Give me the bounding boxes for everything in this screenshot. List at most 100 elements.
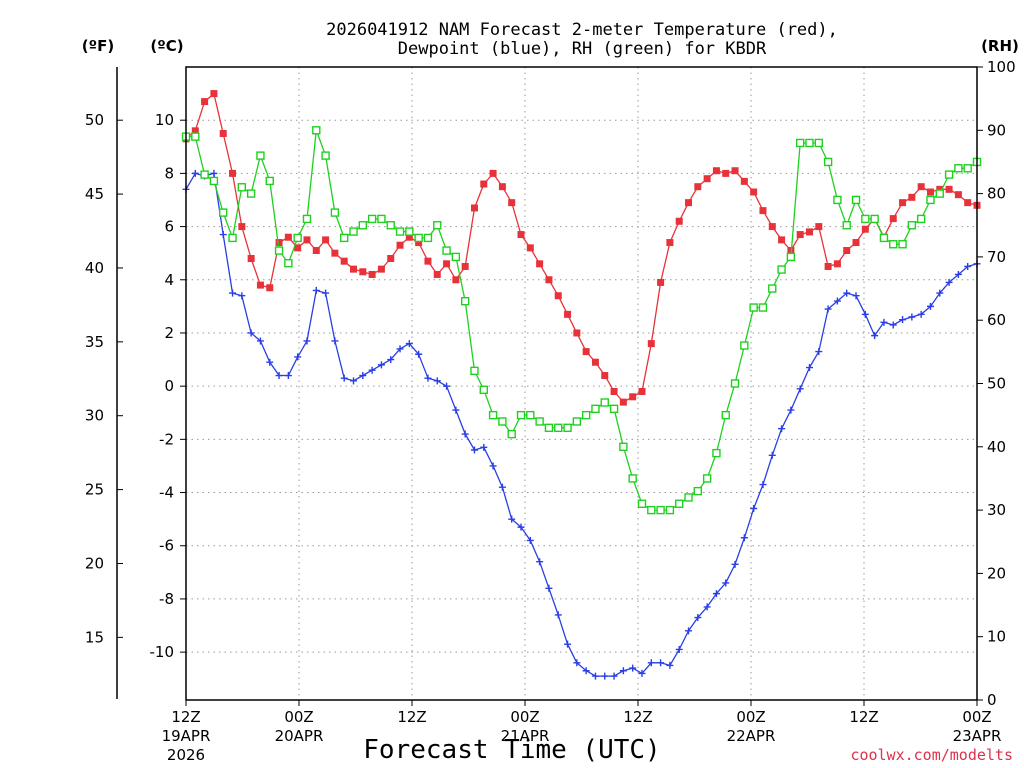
dewpoint-point (219, 231, 227, 239)
rh-point (414, 233, 423, 243)
dewpoint-point (610, 672, 618, 680)
temperature-point (340, 257, 348, 265)
dewpoint-point (908, 313, 916, 321)
dewpoint-point (545, 584, 553, 592)
rh-point (842, 221, 851, 230)
dewpoint-point (275, 372, 283, 380)
chart-title-line2: Dewpoint (blue), RH (green) for KBDR (398, 39, 767, 59)
temperature-point (247, 254, 255, 262)
dewpoint-point (294, 353, 302, 361)
dewpoint-point (405, 340, 413, 348)
temperature-point (899, 199, 907, 207)
celsius-axis: 10 8 6 4 2 0 -2 -4 -6 -8 -10 (150, 111, 186, 661)
celsius-tick-label: 0 (164, 377, 174, 395)
temperature-point (350, 265, 358, 273)
temperature-point (610, 387, 618, 395)
dewpoint-point (759, 481, 767, 489)
temperature-point (629, 393, 637, 401)
celsius-tick-label: 4 (164, 271, 174, 289)
temperature-point (284, 233, 292, 241)
temperature-point (675, 217, 683, 225)
celsius-tick-label: -4 (159, 484, 174, 502)
rh-point (209, 176, 219, 186)
rh-point (814, 138, 823, 148)
dewpoint-point (815, 348, 823, 356)
rh-point (665, 505, 675, 515)
temperature-point (759, 207, 767, 215)
dewpoint-point (647, 659, 655, 667)
rh-point (647, 505, 656, 515)
rh-point (675, 499, 684, 508)
rh-point (702, 474, 712, 483)
dewpoint-point (805, 364, 813, 372)
rh-point (395, 227, 405, 236)
rh-point (498, 417, 507, 426)
dewpoint-point (945, 278, 953, 286)
dewpoint-point (833, 297, 841, 305)
celsius-unit-label: (ºC) (150, 37, 183, 55)
dewpoint-point (768, 451, 776, 459)
temperature-point (461, 262, 469, 270)
rh-point (898, 240, 907, 249)
rh-point (516, 410, 526, 420)
temperature-point (331, 249, 339, 257)
dewpoint-point (685, 627, 693, 635)
plot-frame (185, 66, 978, 701)
temperature-point (396, 241, 404, 249)
temperature-point (945, 185, 953, 193)
rh-point (889, 240, 898, 249)
temperature-point (415, 239, 423, 247)
time-tick-label: 00Z (736, 708, 765, 726)
dewpoint-point (396, 345, 404, 353)
celsius-tick-label: 2 (164, 324, 174, 342)
rh-point (479, 385, 488, 395)
dewpoint-point (424, 374, 432, 382)
rh-point (544, 423, 554, 433)
rh-point (795, 138, 805, 148)
temperature-point (489, 169, 497, 177)
rh-point (256, 151, 265, 160)
rh-point (200, 170, 209, 179)
time-tick-label: 00Z (284, 708, 313, 726)
temperature-point (312, 247, 320, 255)
rh-point (637, 499, 647, 508)
rh-point (228, 233, 237, 243)
dewpoint-point (489, 462, 497, 470)
credit-text: coolwx.com/modelts (850, 746, 1013, 764)
dewpoint-point (498, 483, 506, 491)
temperature-point (703, 175, 711, 183)
rh-tick-label: 100 (987, 58, 1016, 76)
dewpoint-point (657, 659, 665, 667)
fahrenheit-tick-label: 30 (85, 407, 104, 425)
dewpoint-point (461, 430, 469, 438)
fahrenheit-unit-label: (ºF) (82, 37, 114, 55)
time-tick-date: 21APR (501, 727, 550, 745)
rh-point (656, 505, 665, 515)
temperature-point (322, 236, 330, 244)
rh-point (823, 157, 833, 167)
dewpoint-point (675, 645, 683, 653)
rh-point (758, 303, 768, 312)
temperature-point (815, 223, 823, 231)
temperature-point (433, 270, 441, 278)
celsius-tick-label: 6 (164, 218, 174, 236)
rh-tick-label: 20 (987, 564, 1006, 582)
rh-point (312, 126, 321, 135)
temperature-point (303, 236, 311, 244)
dewpoint-point (303, 337, 311, 345)
rh-point (786, 252, 796, 262)
fahrenheit-tick-label: 35 (85, 333, 104, 351)
rh-point (377, 214, 386, 224)
rh-point (805, 138, 814, 148)
chart-title-line1: 2026041912 NAM Forecast 2-meter Temperat… (326, 20, 838, 40)
dewpoint-point (638, 669, 646, 677)
temperature-point (229, 169, 237, 177)
rh-point (730, 379, 740, 388)
rh-point (460, 297, 470, 306)
dewpoint-point (331, 337, 339, 345)
temperature-point (201, 98, 209, 106)
time-tick-label: 12Z (849, 708, 878, 726)
rh-point (535, 417, 544, 426)
dewpoint-point (266, 358, 274, 366)
dewpoint-point (843, 289, 851, 297)
